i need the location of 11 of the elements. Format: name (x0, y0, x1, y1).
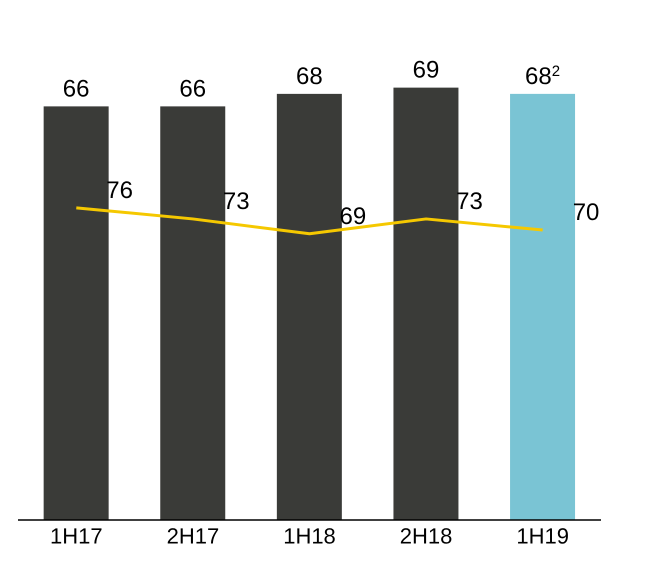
x-tick-label: 2H17 (166, 524, 220, 549)
data-label: 70 (572, 199, 600, 226)
data-label: 69 (412, 56, 440, 84)
x-tick-label: 1H18 (283, 524, 336, 549)
data-label: 68$^{2}$ (525, 62, 560, 90)
x-tick-label: 1H17 (50, 524, 103, 549)
data-label: 66 (62, 75, 90, 102)
x-tick-label: 1H19 (516, 524, 569, 549)
data-label: 68 (296, 62, 323, 90)
data-label: 66 (179, 75, 206, 102)
x-tick-label: 2H18 (400, 524, 452, 549)
